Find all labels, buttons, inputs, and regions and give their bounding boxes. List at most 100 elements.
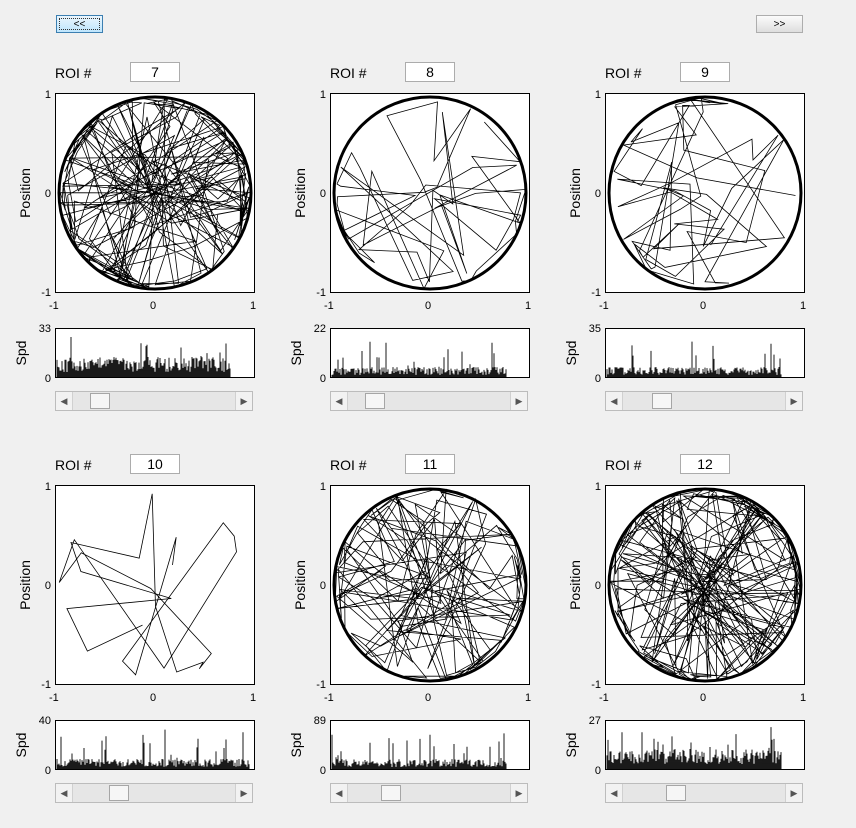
slider-right-arrow-icon[interactable]: ▶ <box>785 784 802 802</box>
pos-y-tick: 1 <box>319 481 326 493</box>
speed-bars-svg <box>331 733 507 769</box>
speed-axis-label: Spd <box>288 340 304 366</box>
speed-min-tick: 0 <box>319 373 326 385</box>
roi-label: ROI # <box>330 457 367 473</box>
time-slider[interactable]: ◀ ▶ <box>605 783 803 803</box>
trajectory-svg <box>607 95 803 291</box>
speed-bars-svg <box>606 727 782 769</box>
roi-label: ROI # <box>55 65 92 81</box>
trajectory-svg <box>57 95 253 291</box>
pos-x-tick: 0 <box>150 692 157 704</box>
slider-thumb[interactable] <box>666 785 686 801</box>
slider-right-arrow-icon[interactable]: ▶ <box>510 392 527 410</box>
position-plot <box>330 485 530 685</box>
prev-button[interactable]: << <box>56 15 103 33</box>
next-button[interactable]: >> <box>756 15 803 33</box>
speed-plot <box>330 328 530 378</box>
speed-axis-label: Spd <box>13 340 29 366</box>
speed-axis-label: Spd <box>13 732 29 758</box>
speed-min-tick: 0 <box>319 765 326 777</box>
pos-y-tick: 1 <box>44 481 51 493</box>
speed-axis-label: Spd <box>288 732 304 758</box>
slider-thumb[interactable] <box>365 393 385 409</box>
speed-plot <box>605 720 805 770</box>
time-slider[interactable]: ◀ ▶ <box>605 391 803 411</box>
roi-number-field[interactable] <box>130 454 180 474</box>
pos-y-tick: 0 <box>594 188 601 200</box>
position-axis-label: Position <box>292 168 308 218</box>
pos-x-tick: 1 <box>250 692 257 704</box>
pos-x-tick: 1 <box>250 300 257 312</box>
pos-y-tick: -1 <box>316 679 326 691</box>
slider-thumb[interactable] <box>90 393 110 409</box>
pos-x-tick: 1 <box>800 692 807 704</box>
roi-number-field[interactable] <box>405 62 455 82</box>
speed-bars-svg <box>56 337 231 377</box>
speed-axis-label: Spd <box>563 732 579 758</box>
position-axis-label: Position <box>567 560 583 610</box>
time-slider[interactable]: ◀ ▶ <box>330 783 528 803</box>
speed-max-tick: 40 <box>38 715 51 727</box>
position-axis-label: Position <box>17 560 33 610</box>
slider-right-arrow-icon[interactable]: ▶ <box>235 392 252 410</box>
slider-thumb[interactable] <box>109 785 129 801</box>
speed-max-tick: 35 <box>588 323 601 335</box>
pos-x-tick: 0 <box>150 300 157 312</box>
pos-x-tick: -1 <box>599 300 609 312</box>
roi-label: ROI # <box>55 457 92 473</box>
slider-left-arrow-icon[interactable]: ◀ <box>56 784 73 802</box>
time-slider[interactable]: ◀ ▶ <box>55 391 253 411</box>
slider-thumb[interactable] <box>652 393 672 409</box>
speed-axis-label: Spd <box>563 340 579 366</box>
pos-x-tick: 0 <box>700 692 707 704</box>
roi-number-field[interactable] <box>680 454 730 474</box>
trajectory-svg <box>58 493 237 676</box>
slider-right-arrow-icon[interactable]: ▶ <box>510 784 527 802</box>
roi-number-field[interactable] <box>680 62 730 82</box>
pos-y-tick: 0 <box>319 580 326 592</box>
speed-max-tick: 89 <box>313 715 326 727</box>
position-plot <box>605 485 805 685</box>
slider-left-arrow-icon[interactable]: ◀ <box>56 392 73 410</box>
pos-x-tick: 1 <box>525 692 532 704</box>
pos-y-tick: 0 <box>594 580 601 592</box>
slider-thumb[interactable] <box>381 785 401 801</box>
pos-y-tick: 1 <box>44 89 51 101</box>
pos-y-tick: 0 <box>319 188 326 200</box>
pos-x-tick: -1 <box>49 692 59 704</box>
pos-x-tick: 0 <box>425 692 432 704</box>
speed-plot <box>605 328 805 378</box>
pos-y-tick: 1 <box>594 481 601 493</box>
trajectory-svg <box>607 487 803 683</box>
speed-plot <box>330 720 530 770</box>
pos-x-tick: -1 <box>324 692 334 704</box>
position-plot <box>55 93 255 293</box>
time-slider[interactable]: ◀ ▶ <box>55 783 253 803</box>
roi-number-field[interactable] <box>130 62 180 82</box>
roi-number-field[interactable] <box>405 454 455 474</box>
speed-bars-svg <box>56 729 250 769</box>
position-plot <box>55 485 255 685</box>
slider-right-arrow-icon[interactable]: ▶ <box>235 784 252 802</box>
pos-x-tick: 1 <box>525 300 532 312</box>
position-plot <box>330 93 530 293</box>
speed-max-tick: 27 <box>588 715 601 727</box>
speed-min-tick: 0 <box>44 373 51 385</box>
slider-left-arrow-icon[interactable]: ◀ <box>606 392 623 410</box>
slider-left-arrow-icon[interactable]: ◀ <box>331 784 348 802</box>
pos-y-tick: -1 <box>591 679 601 691</box>
pos-x-tick: -1 <box>324 300 334 312</box>
speed-bars-svg <box>331 341 507 377</box>
trajectory-svg <box>332 487 528 683</box>
pos-y-tick: -1 <box>316 287 326 299</box>
speed-bars-svg <box>606 341 782 377</box>
slider-right-arrow-icon[interactable]: ▶ <box>785 392 802 410</box>
time-slider[interactable]: ◀ ▶ <box>330 391 528 411</box>
roi-label: ROI # <box>605 457 642 473</box>
pos-x-tick: 0 <box>700 300 707 312</box>
slider-left-arrow-icon[interactable]: ◀ <box>331 392 348 410</box>
speed-min-tick: 0 <box>594 373 601 385</box>
roi-label: ROI # <box>605 65 642 81</box>
speed-max-tick: 33 <box>38 323 51 335</box>
slider-left-arrow-icon[interactable]: ◀ <box>606 784 623 802</box>
